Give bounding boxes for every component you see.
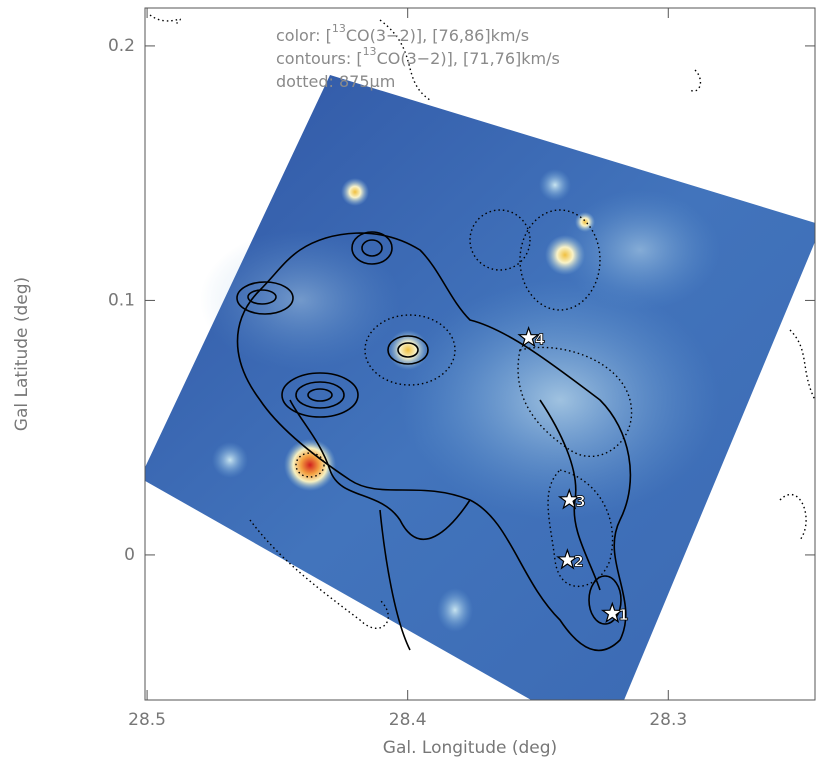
y-tick-label: 0 — [124, 545, 135, 565]
image — [145, 75, 815, 700]
annotation-part: CO(3−2)], [71,76]km/s — [377, 49, 560, 68]
star-marker — [517, 325, 540, 348]
annotation-part: 13 — [332, 22, 346, 35]
annotation-part: contours: [ — [276, 49, 363, 68]
plot-frame — [144, 7, 816, 701]
annotation: contours: [13CO(3−2)], [71,76]km/s — [276, 45, 560, 68]
star-label: 1 — [618, 606, 628, 624]
star-marker — [600, 601, 624, 624]
x-tick-label: 28.4 — [389, 710, 427, 730]
star-label: 4 — [535, 330, 545, 348]
annotation-part: color: [ — [276, 26, 332, 45]
annotation-part: dotted: 875μm — [276, 72, 395, 91]
annotation-part: CO(3−2)], [76,86]km/s — [346, 26, 529, 45]
star-marker — [557, 488, 581, 510]
annotation: color: [13CO(3−2)], [76,86]km/s — [276, 22, 529, 45]
annotation-part: 13 — [363, 45, 377, 58]
y-tick-label: 0.1 — [108, 290, 135, 310]
annotation: dotted: 875μm — [276, 72, 395, 91]
x-tick-label: 28.5 — [128, 710, 166, 730]
star-label: 3 — [575, 492, 585, 510]
y-tick-label: 0.2 — [108, 36, 135, 56]
x-tick-label: 28.3 — [649, 710, 687, 730]
y-axis-label: Gal Latitude (deg) — [12, 277, 32, 431]
star-label: 2 — [573, 553, 583, 571]
x-axis-label: Gal. Longitude (deg) — [383, 738, 557, 758]
star-marker — [556, 548, 579, 570]
